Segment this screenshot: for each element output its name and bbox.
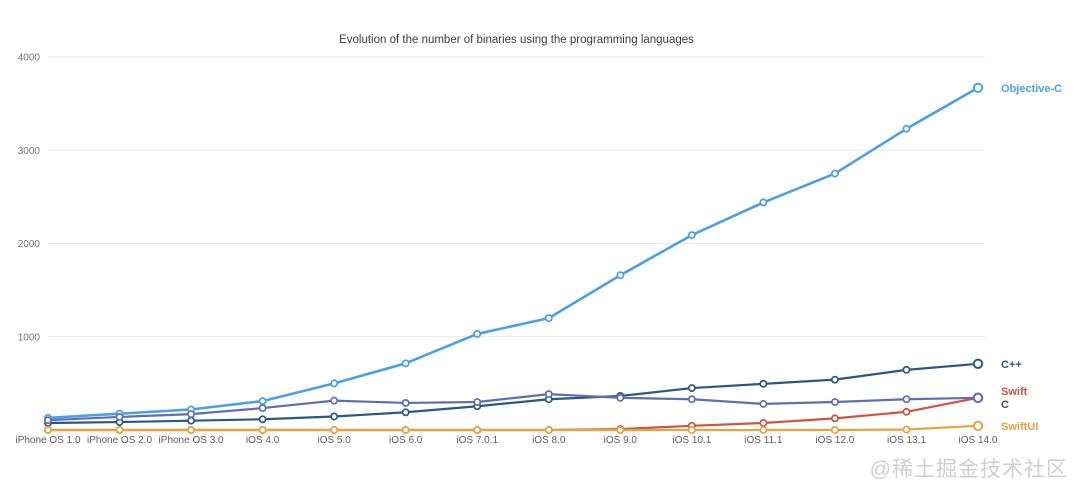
x-tick-label: iOS 5.0 — [317, 435, 351, 446]
data-point-swiftui — [972, 420, 984, 432]
x-tick-label: iOS 14.0 — [959, 435, 998, 446]
data-point-c — [258, 404, 267, 413]
data-point-objective-c — [972, 82, 984, 93]
data-point-c — [401, 399, 410, 407]
data-point-cpp — [759, 379, 768, 388]
data-point-cpp — [401, 408, 410, 417]
data-point-swiftui — [902, 425, 911, 434]
data-point-swiftui — [473, 426, 482, 434]
data-point-objective-c — [330, 379, 339, 388]
data-point-objective-c — [830, 169, 839, 178]
data-point-c — [44, 416, 52, 425]
y-tick-label: 4000 — [18, 53, 41, 64]
data-point-c — [544, 390, 553, 399]
data-point-swiftui — [401, 426, 410, 434]
x-tick-label: iOS 9.0 — [604, 435, 638, 446]
data-point-swift — [759, 419, 768, 427]
data-point-swiftui — [830, 426, 839, 434]
data-point-c — [830, 398, 839, 406]
data-point-objective-c — [687, 231, 696, 240]
data-point-objective-c — [473, 330, 482, 338]
data-point-cpp — [258, 415, 267, 424]
watermark: @稀土掘金技术社区 — [869, 458, 1068, 481]
data-point-c — [473, 398, 482, 406]
x-tick-label: iOS 7.0.1 — [456, 435, 498, 446]
series-label-objective-c: Objective-C — [1001, 83, 1062, 95]
data-point-cpp — [830, 375, 839, 384]
series-line-cpp — [46, 362, 980, 425]
data-point-objective-c — [258, 397, 267, 406]
data-point-swiftui — [687, 426, 696, 434]
series-label-cpp: C++ — [1001, 359, 1022, 371]
data-point-c — [972, 392, 984, 404]
data-point-c — [616, 393, 625, 402]
data-point-swift — [902, 407, 911, 416]
data-point-swiftui — [330, 426, 339, 434]
y-tick-label: 3000 — [18, 146, 41, 157]
x-tick-label: iOS 10.1 — [672, 435, 711, 446]
data-point-c — [115, 412, 124, 421]
data-point-swiftui — [616, 426, 625, 434]
data-point-cpp — [972, 358, 984, 369]
data-point-c — [330, 396, 339, 405]
data-point-cpp — [687, 384, 696, 392]
x-tick-label: iOS 6.0 — [389, 435, 423, 446]
data-point-cpp — [187, 416, 196, 425]
data-point-swiftui — [44, 426, 52, 434]
series-line-objective-c — [46, 86, 980, 420]
data-point-c — [187, 410, 196, 419]
data-point-cpp — [330, 412, 339, 421]
data-point-objective-c — [401, 359, 410, 368]
x-tick-label: iOS 8.0 — [532, 435, 566, 446]
data-point-swiftui — [258, 426, 267, 434]
data-point-swiftui — [187, 426, 196, 434]
x-tick-label: iPhone OS 1.0 — [15, 435, 80, 446]
x-tick-label: iOS 13.1 — [887, 435, 926, 446]
y-tick-label: 2000 — [18, 239, 41, 250]
x-tick-label: iOS 12.0 — [815, 435, 854, 446]
chart-title: Evolution of the number of binaries usin… — [339, 34, 694, 46]
x-tick-label: iOS 11.1 — [744, 435, 783, 446]
y-tick-label: 1000 — [18, 332, 41, 343]
series-line-swiftui — [46, 424, 980, 432]
data-point-objective-c — [544, 314, 553, 323]
data-point-c — [902, 395, 911, 404]
data-point-swiftui — [759, 426, 768, 434]
x-tick-label: iOS 4.0 — [246, 435, 280, 446]
data-point-objective-c — [616, 271, 625, 280]
data-point-c — [759, 399, 768, 408]
x-tick-label: iPhone OS 2.0 — [87, 435, 152, 446]
series-line-c — [46, 392, 980, 422]
data-point-objective-c — [902, 124, 911, 133]
x-tick-label: iPhone OS 3.0 — [159, 435, 224, 446]
data-point-swiftui — [115, 426, 124, 434]
data-point-cpp — [902, 365, 911, 374]
series-label-c: C — [1001, 399, 1009, 411]
series-label-swift: Swift — [1001, 386, 1028, 398]
data-point-swiftui — [544, 426, 553, 434]
series-label-swiftui: SwiftUI — [1001, 421, 1038, 433]
data-point-objective-c — [759, 198, 768, 207]
data-point-c — [687, 395, 696, 404]
data-point-swift — [830, 414, 839, 423]
